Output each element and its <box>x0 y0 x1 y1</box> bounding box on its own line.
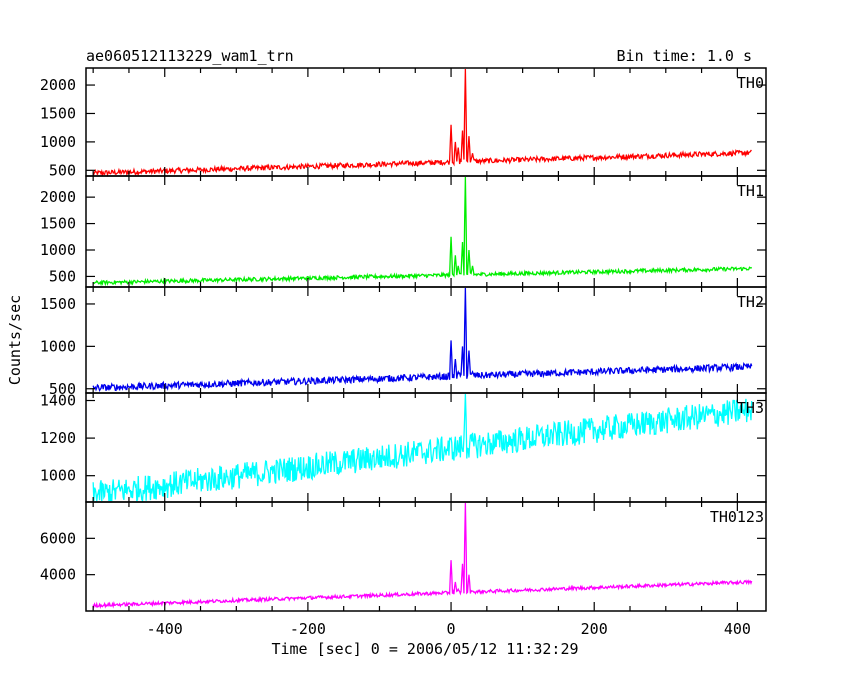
series-th0123 <box>92 502 753 609</box>
panel-name-label: TH0 <box>737 74 764 92</box>
bin-time-label: Bin time: 1.0 s <box>617 47 752 65</box>
y-tick-label: 500 <box>49 267 76 285</box>
y-tick-label: 1500 <box>40 215 76 233</box>
panel-th1: 500 1000 1500 2000 TH1 <box>40 175 767 288</box>
chart-title: ae060512113229_wam1_trn <box>86 47 294 65</box>
panel-frame <box>85 501 767 612</box>
panel-name-label: TH0123 <box>710 508 764 526</box>
y-tick-label: 1400 <box>40 392 76 410</box>
series-th0 <box>92 68 752 178</box>
y-tick-label: 2000 <box>40 76 76 94</box>
series-th2 <box>92 287 753 392</box>
panel-name-label: TH3 <box>737 399 764 417</box>
y-tick-label: 4000 <box>40 566 76 584</box>
y-tick-label: 1500 <box>40 104 76 122</box>
y-tick-label: 1000 <box>40 337 76 355</box>
series-th1 <box>92 176 753 287</box>
x-tick-label: 200 <box>581 620 608 638</box>
y-tick-label: 500 <box>49 161 76 179</box>
panel-th2: 500 1000 1500 TH2 <box>40 286 767 398</box>
y-tick-label: 1000 <box>40 133 76 151</box>
y-tick-label: 6000 <box>40 529 76 547</box>
x-tick-label: 400 <box>724 620 751 638</box>
panel-name-label: TH2 <box>737 293 764 311</box>
panel-th3: 1000 1200 1400 TH3 <box>40 392 767 503</box>
y-tick-label: 2000 <box>40 188 76 206</box>
panel-th0: 500 1000 1500 2000 TH0 <box>40 67 767 179</box>
panel-name-label: TH1 <box>737 182 764 200</box>
y-tick-label: 1000 <box>40 241 76 259</box>
y-tick-label: 1500 <box>40 295 76 313</box>
panel-frame <box>85 67 767 177</box>
y-tick-label: 1000 <box>40 467 76 485</box>
y-tick-label: 1200 <box>40 429 76 447</box>
x-tick-label: 0 <box>447 620 456 638</box>
panel-th0123: 4000 6000 TH0123 <box>40 501 767 612</box>
y-axis-label: Counts/sec <box>6 295 24 385</box>
y-tick-label: 500 <box>49 380 76 398</box>
x-axis-label: Time [sec] 0 = 2006/05/12 11:32:29 <box>271 640 578 658</box>
x-tick-label: -400 <box>147 620 183 638</box>
series-th3 <box>92 393 753 503</box>
x-tick-label: -200 <box>290 620 326 638</box>
